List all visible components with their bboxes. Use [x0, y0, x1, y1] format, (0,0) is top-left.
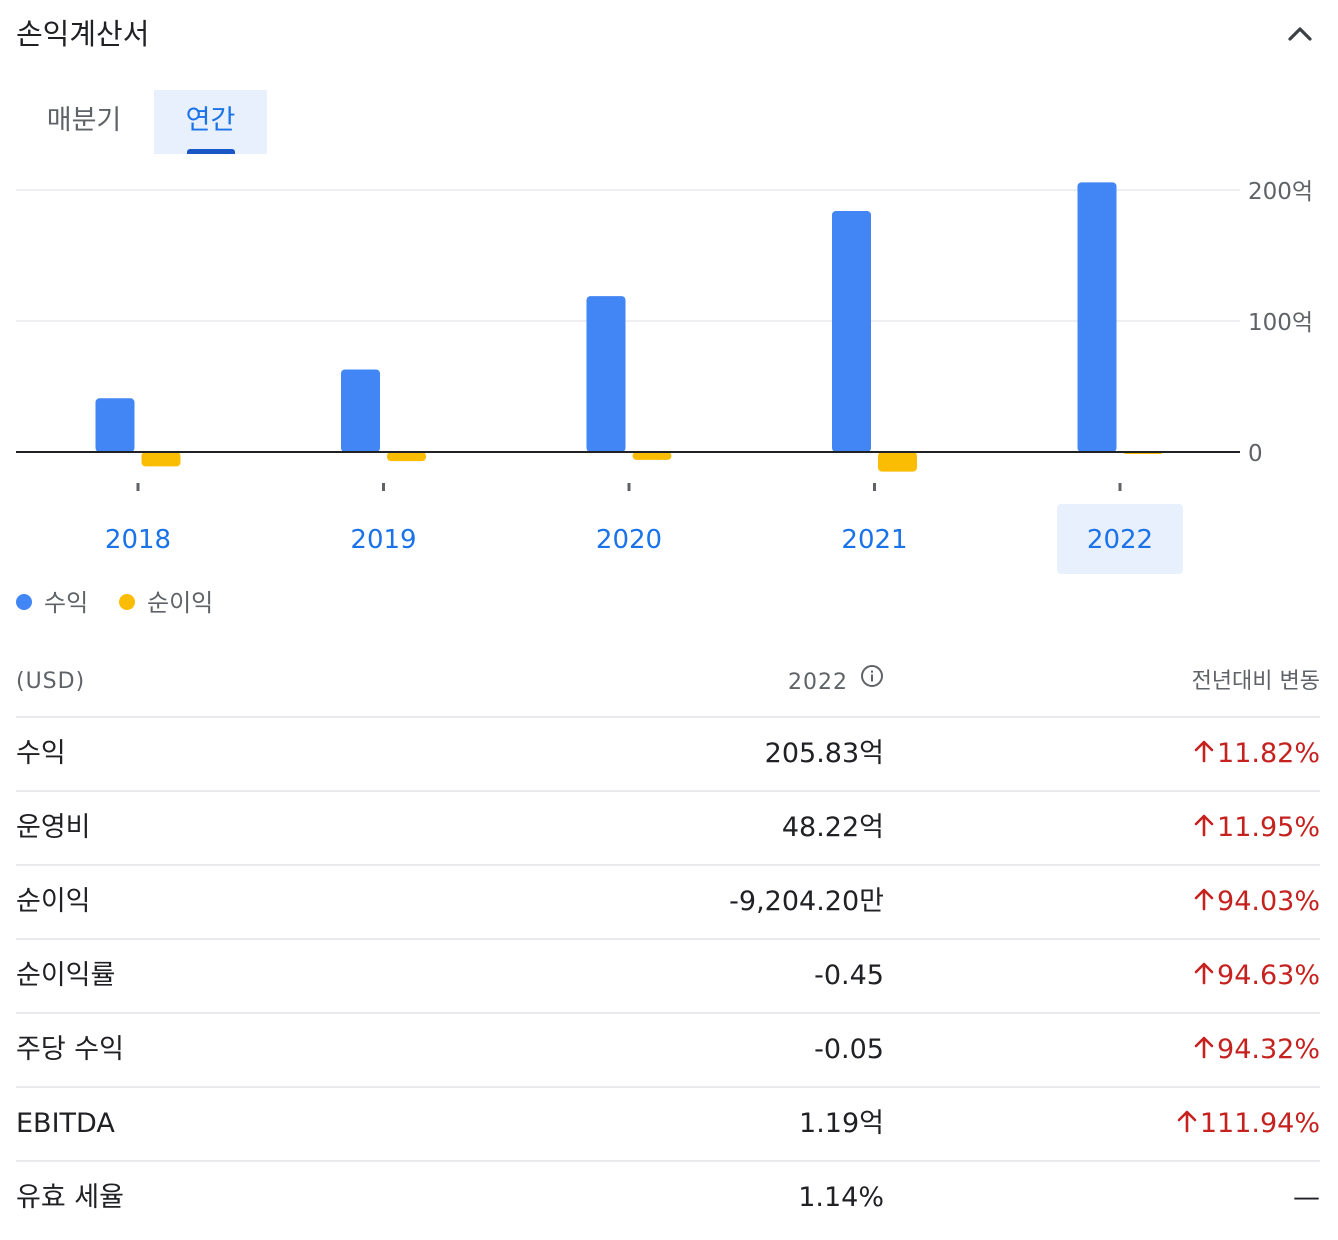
chevron-up-icon: [1288, 27, 1312, 41]
row-label: 운영비: [16, 812, 91, 843]
legend-item-revenue: 수익: [16, 586, 88, 620]
currency-unit: (USD): [16, 669, 86, 694]
bar-revenue: [1077, 182, 1117, 452]
bar-net-income: [632, 452, 672, 460]
row-change-value: 94.03%: [1217, 886, 1320, 917]
row-label: 순이익: [16, 886, 91, 917]
x-tick-mark: [627, 483, 631, 491]
tab-selected-indicator: [187, 149, 235, 154]
selected-year-highlight[interactable]: [1057, 504, 1183, 574]
x-tick-label[interactable]: 2018: [105, 525, 171, 555]
info-icon[interactable]: [860, 664, 884, 698]
legend-label-net-income: 순이익: [147, 589, 214, 617]
table-row: 순이익 -9,204.20만 94.03%: [16, 866, 1320, 940]
row-change: 11.95%: [1193, 810, 1320, 846]
row-value: -9,204.20만: [729, 886, 884, 917]
x-tick-mark: [873, 483, 876, 491]
bar-net-income: [387, 452, 426, 462]
table-row: 유효 세율 1.14% —: [16, 1162, 1320, 1234]
x-tick-mark: [136, 483, 140, 491]
row-label: 순이익률: [16, 960, 116, 991]
row-value: 205.83억: [764, 738, 884, 769]
bar-revenue: [95, 398, 135, 452]
row-value: -0.05: [814, 1034, 884, 1065]
financial-table: (USD) 2022 전년대비 변동 수익 205.83억 11.82% 운영비…: [16, 646, 1320, 1234]
row-change-value: 11.82%: [1217, 738, 1320, 769]
bar-revenue: [832, 210, 871, 452]
row-value: 48.22억: [781, 812, 884, 843]
row-change-value: 94.63%: [1217, 960, 1320, 991]
row-label: 수익: [16, 738, 66, 769]
tab-quarterly[interactable]: 매분기: [32, 90, 136, 154]
row-change: 94.63%: [1193, 958, 1320, 994]
row-label: 유효 세율: [16, 1182, 124, 1213]
row-change-value: 94.32%: [1217, 1034, 1320, 1065]
y-tick-label: 200억: [1248, 179, 1313, 205]
arrow-up-icon: [1193, 886, 1215, 911]
tab-annual-label: 연간: [185, 105, 236, 136]
arrow-up-icon: [1193, 960, 1215, 985]
arrow-up-icon: [1193, 738, 1215, 763]
row-change: —: [1293, 1180, 1320, 1216]
bar-revenue: [341, 369, 380, 452]
change-header: 전년대비 변동: [1191, 669, 1320, 694]
row-change-value: —: [1293, 1182, 1320, 1213]
bar-net-income: [878, 452, 917, 472]
bar-revenue: [586, 296, 626, 452]
x-tick-label[interactable]: 2020: [596, 525, 662, 555]
row-value: -0.45: [814, 960, 884, 991]
tab-annual[interactable]: 연간: [154, 90, 267, 154]
arrow-up-icon: [1193, 1034, 1215, 1059]
year-header: 2022: [788, 664, 884, 700]
row-change-value: 111.94%: [1199, 1108, 1320, 1139]
row-change-value: 11.95%: [1217, 812, 1320, 843]
income-chart: 200억 100억 0 2018 2019 2020 2021 2022: [16, 179, 1313, 574]
x-tick-label[interactable]: 2019: [350, 525, 416, 555]
row-value: 1.14%: [798, 1182, 884, 1213]
arrow-up-icon: [1193, 812, 1215, 837]
table-row: 수익 205.83억 11.82%: [16, 718, 1320, 792]
row-label: 주당 수익: [16, 1034, 124, 1065]
row-change: 94.03%: [1193, 884, 1320, 920]
y-tick-label: 0: [1248, 441, 1263, 467]
legend-dot-revenue: [16, 594, 32, 610]
table-row: 운영비 48.22억 11.95%: [16, 792, 1320, 866]
table-row: 순이익률 -0.45 94.63%: [16, 940, 1320, 1014]
row-change: 11.82%: [1193, 736, 1320, 772]
row-change: 111.94%: [1176, 1106, 1320, 1142]
x-tick-label[interactable]: 2022: [1087, 525, 1153, 555]
tab-quarterly-label: 매분기: [46, 105, 122, 136]
arrow-up-icon: [1176, 1108, 1198, 1133]
year-label: 2022: [788, 670, 848, 695]
x-tick-label[interactable]: 2021: [841, 525, 907, 555]
row-label: EBITDA: [16, 1108, 115, 1139]
table-row: 주당 수익 -0.05 94.32%: [16, 1014, 1320, 1088]
section-header: 손익계산서: [16, 12, 1322, 56]
legend-label-revenue: 수익: [44, 589, 89, 617]
row-change: 94.32%: [1193, 1032, 1320, 1068]
y-tick-label: 100억: [1248, 310, 1313, 336]
legend-item-net-income: 순이익: [119, 586, 213, 620]
table-row: EBITDA 1.19억 111.94%: [16, 1088, 1320, 1162]
legend-dot-net-income: [119, 594, 135, 610]
section-title: 손익계산서: [16, 17, 150, 51]
x-tick-mark: [1118, 483, 1122, 491]
collapse-button[interactable]: [1282, 16, 1318, 52]
bar-net-income: [141, 452, 181, 467]
x-tick-mark: [382, 483, 385, 491]
table-header: (USD) 2022 전년대비 변동: [16, 646, 1320, 718]
row-value: 1.19억: [799, 1108, 884, 1139]
